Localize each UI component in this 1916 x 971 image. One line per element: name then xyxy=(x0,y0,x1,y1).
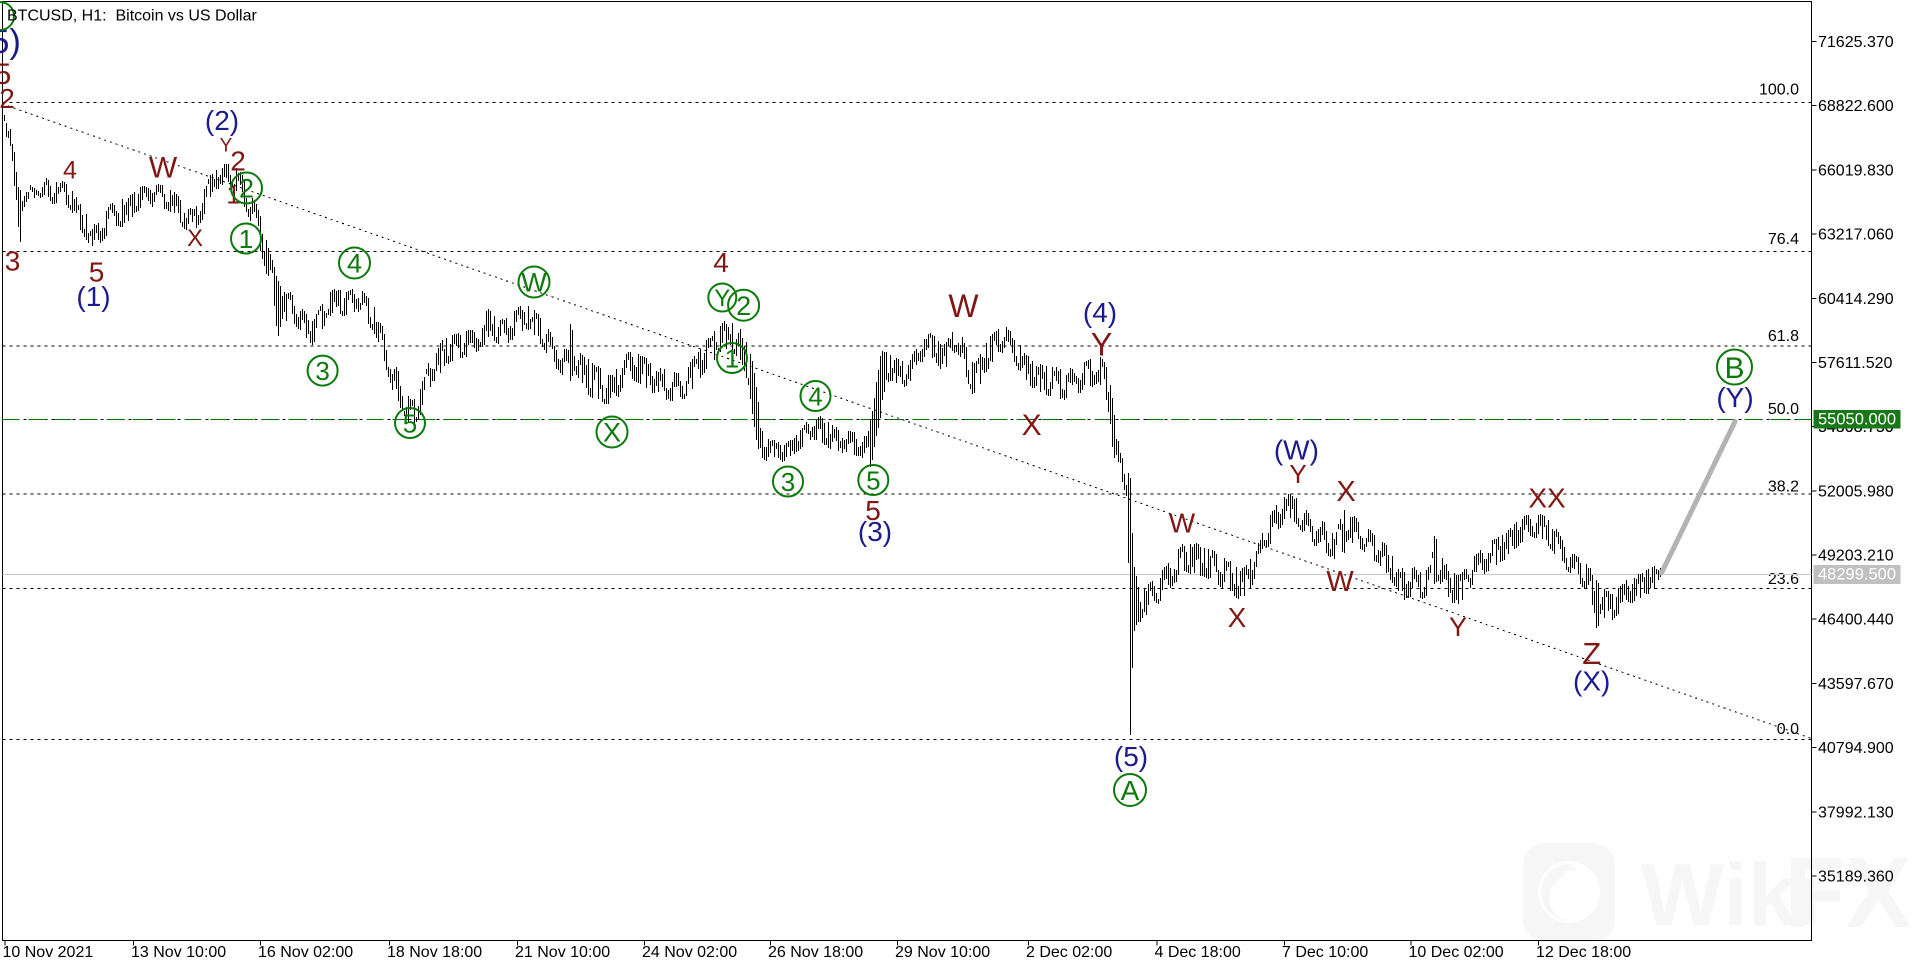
svg-text:W: W xyxy=(1169,508,1196,539)
svg-text:Y: Y xyxy=(1091,327,1112,363)
svg-text:4: 4 xyxy=(63,157,77,185)
svg-text:X: X xyxy=(603,418,621,448)
svg-text:61.8: 61.8 xyxy=(1768,328,1799,345)
svg-text:2: 2 xyxy=(239,174,254,204)
svg-text:A: A xyxy=(1121,775,1140,806)
svg-text:40794.900: 40794.900 xyxy=(1818,740,1894,757)
svg-text:4: 4 xyxy=(808,381,822,411)
svg-text:10 Nov 2021: 10 Nov 2021 xyxy=(3,944,94,961)
svg-text:50.0: 50.0 xyxy=(1768,401,1799,418)
svg-text:63217.060: 63217.060 xyxy=(1818,227,1894,244)
svg-text:1: 1 xyxy=(226,180,240,210)
svg-text:5: 5 xyxy=(403,408,417,438)
svg-text:4: 4 xyxy=(347,249,362,279)
svg-text:52005.980: 52005.980 xyxy=(1818,483,1894,500)
svg-text:49203.210: 49203.210 xyxy=(1818,548,1894,565)
svg-text:4: 4 xyxy=(713,247,729,278)
svg-text:24 Nov 02:00: 24 Nov 02:00 xyxy=(642,944,737,961)
svg-text:W: W xyxy=(521,268,547,298)
svg-text:35189.360: 35189.360 xyxy=(1818,869,1894,886)
svg-text:26 Nov 18:00: 26 Nov 18:00 xyxy=(768,944,863,961)
svg-text:(W): (W) xyxy=(1274,435,1319,466)
svg-text:38.2: 38.2 xyxy=(1768,479,1799,496)
svg-text:X: X xyxy=(1022,409,1042,442)
svg-text:Y: Y xyxy=(220,136,233,157)
svg-text:Wiki: Wiki xyxy=(1641,845,1821,944)
svg-text:10 Dec 02:00: 10 Dec 02:00 xyxy=(1409,944,1504,961)
svg-text:XX: XX xyxy=(1528,483,1566,514)
svg-text:W: W xyxy=(149,152,178,185)
svg-text:Y: Y xyxy=(714,285,730,312)
svg-text:71625.370: 71625.370 xyxy=(1818,34,1894,51)
svg-text:60414.290: 60414.290 xyxy=(1818,291,1894,308)
svg-text:37992.130: 37992.130 xyxy=(1818,804,1894,821)
svg-text:2: 2 xyxy=(230,146,246,177)
svg-text:48299.500: 48299.500 xyxy=(1818,566,1896,584)
svg-text:B: B xyxy=(1724,352,1744,385)
svg-text:1: 1 xyxy=(725,343,739,373)
svg-text:16 Nov 02:00: 16 Nov 02:00 xyxy=(258,944,353,961)
svg-text:29 Nov 10:00: 29 Nov 10:00 xyxy=(895,944,990,961)
svg-text:57611.520: 57611.520 xyxy=(1818,355,1893,372)
svg-text:100.0: 100.0 xyxy=(1759,82,1799,99)
svg-text:BTCUSD, H1: Bitcoin vs US Dol: BTCUSD, H1: Bitcoin vs US Dollar xyxy=(7,8,258,25)
svg-text:18 Nov 18:00: 18 Nov 18:00 xyxy=(387,944,482,961)
svg-text:46400.440: 46400.440 xyxy=(1818,612,1894,629)
svg-text:Y: Y xyxy=(1449,612,1467,642)
svg-text:Z: Z xyxy=(1582,636,1601,671)
svg-text:X: X xyxy=(1228,602,1247,633)
svg-text:X: X xyxy=(1336,476,1355,508)
svg-text:(1): (1) xyxy=(76,281,110,312)
svg-text:X: X xyxy=(187,225,203,252)
svg-text:Y: Y xyxy=(1289,459,1306,489)
svg-text:23.6: 23.6 xyxy=(1768,571,1799,588)
svg-text:21 Nov 10:00: 21 Nov 10:00 xyxy=(515,944,610,961)
svg-text:2: 2 xyxy=(736,291,751,321)
svg-text:2 Dec 02:00: 2 Dec 02:00 xyxy=(1026,944,1112,961)
svg-text:13 Nov 10:00: 13 Nov 10:00 xyxy=(131,944,226,961)
svg-text:5: 5 xyxy=(0,58,11,91)
svg-text:5: 5 xyxy=(866,465,880,495)
svg-text:(5): (5) xyxy=(1114,741,1148,772)
svg-text:W: W xyxy=(1326,566,1354,598)
svg-text:3: 3 xyxy=(781,467,795,497)
svg-text:(X): (X) xyxy=(1573,666,1610,697)
svg-text:76.4: 76.4 xyxy=(1768,231,1799,248)
svg-text:55050.000: 55050.000 xyxy=(1818,411,1896,429)
svg-text:3: 3 xyxy=(5,246,21,277)
svg-text:12 Dec 18:00: 12 Dec 18:00 xyxy=(1536,944,1631,961)
svg-text:7 Dec 10:00: 7 Dec 10:00 xyxy=(1282,944,1368,961)
svg-text:3: 3 xyxy=(315,356,329,386)
svg-text:66019.830: 66019.830 xyxy=(1818,162,1894,179)
svg-text:43597.670: 43597.670 xyxy=(1818,676,1894,693)
svg-text:5: 5 xyxy=(89,257,105,288)
svg-text:5: 5 xyxy=(865,495,881,526)
svg-text:4 Dec 18:00: 4 Dec 18:00 xyxy=(1155,944,1241,961)
svg-text:(Y): (Y) xyxy=(1716,382,1753,413)
svg-text:(4): (4) xyxy=(1083,297,1117,328)
svg-text:(3): (3) xyxy=(858,516,892,547)
svg-text:FX: FX xyxy=(1784,837,1912,949)
svg-text:0.0: 0.0 xyxy=(1777,721,1799,738)
svg-text:2: 2 xyxy=(0,83,15,114)
svg-text:(5): (5) xyxy=(0,23,21,61)
svg-text:W: W xyxy=(948,288,979,324)
svg-text:(2): (2) xyxy=(205,105,239,136)
svg-text:68822.600: 68822.600 xyxy=(1818,98,1894,115)
svg-text:1: 1 xyxy=(239,224,253,254)
